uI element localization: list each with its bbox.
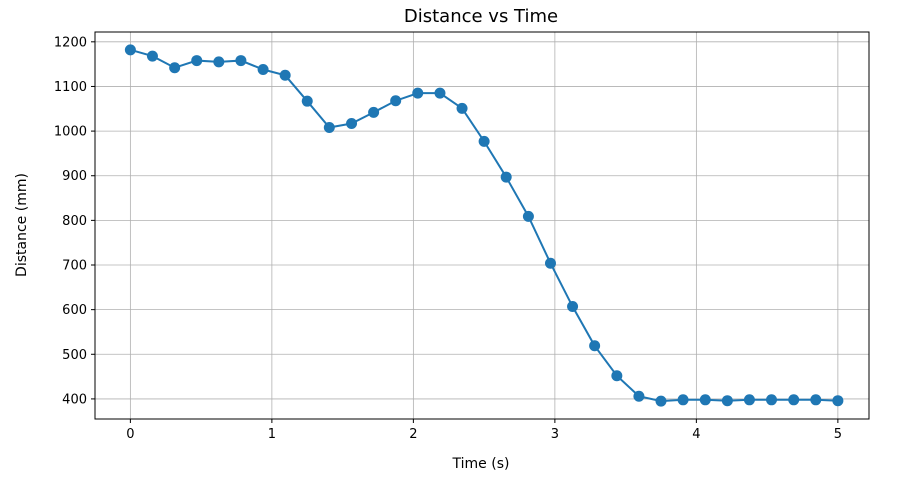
data-point — [346, 118, 358, 130]
grid-lines — [95, 32, 869, 419]
data-point — [611, 370, 623, 382]
data-point — [766, 394, 778, 406]
data-point — [677, 394, 689, 406]
data-point — [633, 390, 645, 402]
x-tick-label: 4 — [692, 427, 700, 442]
data-point — [279, 69, 291, 81]
data-point — [832, 395, 844, 407]
y-tick-label: 800 — [62, 214, 87, 229]
plot-area-background — [95, 32, 869, 419]
data-point — [390, 95, 402, 107]
y-axis-label: Distance (mm) — [14, 173, 30, 277]
data-point — [434, 87, 446, 99]
data-point — [500, 171, 512, 183]
data-point — [522, 210, 534, 222]
y-tick-label: 600 — [62, 303, 87, 318]
x-tick-label: 0 — [126, 427, 134, 442]
x-axis-ticks: 0 1 2 3 4 5 — [126, 419, 842, 442]
plot-frame — [94, 31, 870, 420]
data-point — [191, 55, 203, 67]
data-point — [699, 394, 711, 406]
data-point — [124, 44, 136, 56]
data-point — [456, 102, 468, 114]
data-point — [589, 340, 601, 352]
y-tick-label: 1200 — [54, 35, 87, 50]
data-point — [478, 135, 490, 147]
data-point — [655, 395, 667, 407]
x-tick-label: 1 — [268, 427, 276, 442]
y-tick-label: 400 — [62, 392, 87, 407]
y-tick-label: 1000 — [54, 125, 87, 140]
x-tick-label: 2 — [409, 427, 417, 442]
data-point — [544, 257, 556, 269]
data-point — [213, 56, 225, 68]
y-tick-label: 900 — [62, 169, 87, 184]
data-point — [257, 63, 269, 75]
data-point — [146, 50, 158, 62]
data-point — [743, 394, 755, 406]
y-tick-label: 500 — [62, 348, 87, 363]
data-point — [412, 87, 424, 99]
data-point — [721, 395, 733, 407]
chart-title: Distance vs Time — [404, 6, 558, 27]
y-axis-ticks: 400 500 600 700 800 900 1000 1100 1200 — [54, 35, 95, 407]
data-point — [368, 106, 380, 118]
data-point — [235, 55, 247, 67]
data-point — [169, 62, 181, 74]
data-point — [788, 394, 800, 406]
data-point — [301, 95, 313, 107]
x-tick-label: 3 — [551, 427, 559, 442]
y-tick-label: 700 — [62, 259, 87, 274]
x-tick-label: 5 — [834, 427, 842, 442]
data-point — [567, 301, 579, 313]
data-series — [124, 44, 844, 407]
x-axis-label: Time (s) — [452, 456, 510, 472]
data-point — [810, 394, 822, 406]
y-tick-label: 1100 — [54, 80, 87, 95]
data-point — [323, 122, 335, 134]
